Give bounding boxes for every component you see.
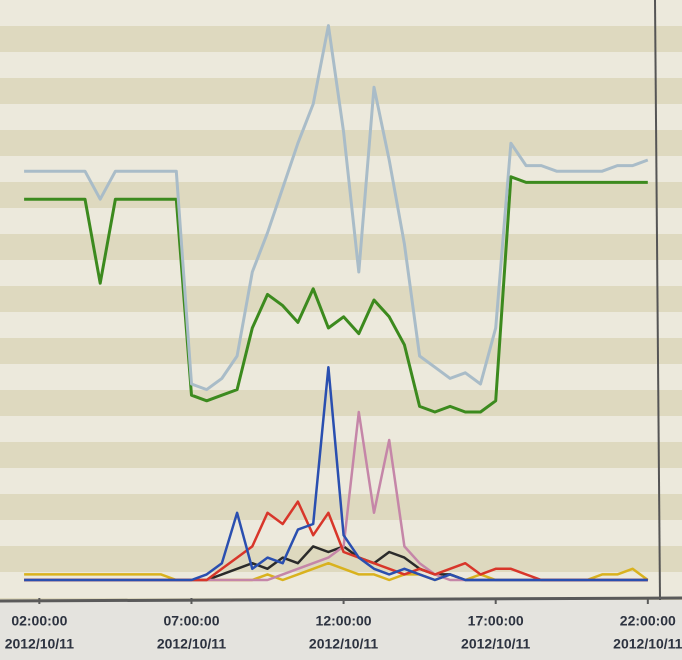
x-tick-label: 17:00:00 xyxy=(468,613,524,629)
axis-background xyxy=(0,600,682,660)
x-tick-date: 2012/10/11 xyxy=(157,636,227,652)
series-line xyxy=(24,365,648,582)
series-line xyxy=(24,24,649,392)
x-tick-date: 2012/10/11 xyxy=(613,636,682,652)
x-tick-label: 02:00:00 xyxy=(11,613,67,629)
x-axis-line xyxy=(0,596,682,603)
x-tick-date: 2012/10/11 xyxy=(5,636,75,652)
x-tick-label: 07:00:00 xyxy=(163,613,219,629)
series-line xyxy=(24,175,648,414)
right-border xyxy=(654,0,661,601)
x-tick-date: 2012/10/11 xyxy=(309,636,379,652)
x-tick-label: 22:00:00 xyxy=(620,613,676,629)
x-tick-date: 2012/10/11 xyxy=(461,636,531,652)
x-tick-label: 12:00:00 xyxy=(316,613,372,629)
